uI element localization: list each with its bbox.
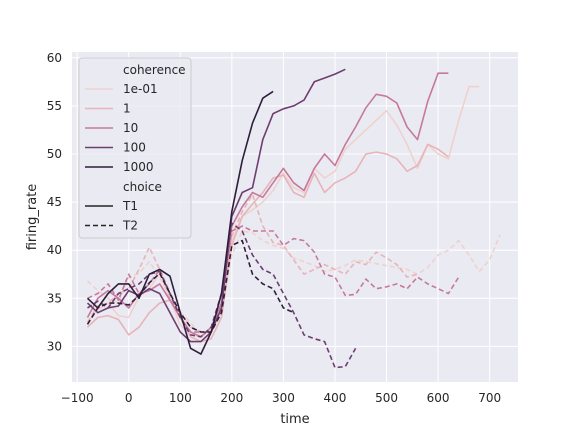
- y-tick-label: 30: [47, 339, 62, 353]
- series-line-1e01-t2: [86, 230, 501, 338]
- legend-style-title: choice: [123, 180, 162, 194]
- legend-label: T1: [122, 199, 138, 213]
- y-axis-label: firing_rate: [25, 184, 40, 251]
- series-lines: [86, 68, 501, 369]
- y-tick-label: 40: [47, 243, 62, 257]
- series-line-1000-t2: [86, 239, 295, 333]
- y-tick-label: 55: [47, 99, 62, 113]
- y-tick-label: 35: [47, 291, 62, 305]
- x-tick-label: 600: [427, 391, 450, 405]
- x-axis-label: time: [280, 412, 309, 427]
- legend-label: 1: [123, 102, 131, 116]
- x-tick-label: 300: [272, 391, 295, 405]
- legend-label: 10: [123, 121, 138, 135]
- y-tick-label: 60: [47, 51, 62, 65]
- y-tick-label: 50: [47, 147, 62, 161]
- x-tick-label: 100: [169, 391, 192, 405]
- x-tick-label: 400: [324, 391, 347, 405]
- x-tick-label: 700: [478, 391, 501, 405]
- x-tick-label: 200: [220, 391, 243, 405]
- series-line-1-t1: [86, 143, 449, 343]
- legend: coherence 1e-01 1 10 100 1000 choice T1 T2: [78, 57, 192, 239]
- series-line-1e01-t1: [86, 85, 480, 338]
- tick-labels: −100 0 100 200 300 400 500 600 700 30 35 40 45 50 55 60: [47, 51, 501, 405]
- legend-label: 1e-01: [123, 82, 158, 96]
- x-tick-label: 0: [125, 391, 133, 405]
- legend-hue-title: coherence: [123, 63, 186, 77]
- legend-label: 100: [123, 141, 146, 155]
- x-tick-label: −100: [61, 391, 94, 405]
- y-tick-label: 45: [47, 195, 62, 209]
- series-line-100-t1: [86, 68, 346, 343]
- legend-label: 1000: [123, 160, 154, 174]
- legend-label: T2: [122, 219, 138, 233]
- legend-box: [78, 57, 192, 239]
- series-line-10-t1: [86, 72, 449, 338]
- x-tick-label: 500: [375, 391, 398, 405]
